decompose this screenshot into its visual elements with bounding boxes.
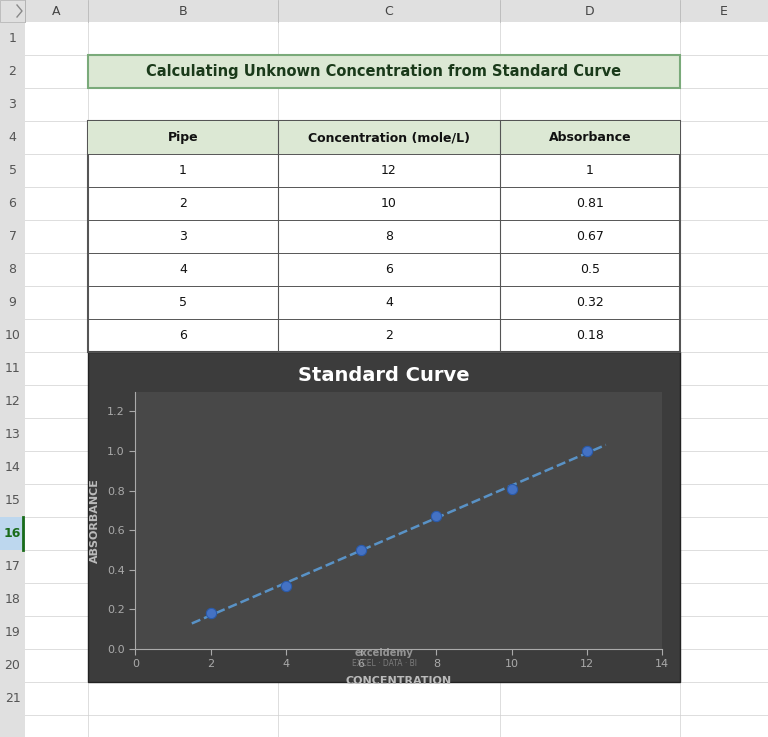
Text: 1: 1 bbox=[8, 32, 16, 45]
Text: 3: 3 bbox=[8, 98, 16, 111]
Point bbox=[204, 607, 217, 619]
Text: 20: 20 bbox=[5, 659, 21, 672]
Text: 4: 4 bbox=[8, 131, 16, 144]
Text: 4: 4 bbox=[179, 263, 187, 276]
Text: 6: 6 bbox=[8, 197, 16, 210]
Text: 3: 3 bbox=[179, 230, 187, 243]
Point bbox=[430, 511, 442, 523]
Text: 10: 10 bbox=[381, 197, 397, 210]
Text: 2: 2 bbox=[8, 65, 16, 78]
Text: A: A bbox=[52, 4, 61, 18]
Text: 0.32: 0.32 bbox=[576, 296, 604, 309]
Text: 12: 12 bbox=[5, 395, 21, 408]
Text: Pipe: Pipe bbox=[167, 131, 198, 144]
FancyBboxPatch shape bbox=[88, 352, 680, 682]
Y-axis label: ABSORBANCE: ABSORBANCE bbox=[91, 478, 101, 563]
Text: 4: 4 bbox=[385, 296, 393, 309]
FancyBboxPatch shape bbox=[88, 55, 680, 88]
Text: exceldemy: exceldemy bbox=[355, 648, 413, 658]
Text: 6: 6 bbox=[385, 263, 393, 276]
Text: 13: 13 bbox=[5, 428, 21, 441]
Text: 9: 9 bbox=[8, 296, 16, 309]
Text: 8: 8 bbox=[8, 263, 16, 276]
Text: C: C bbox=[385, 4, 393, 18]
Point bbox=[505, 483, 518, 495]
Point bbox=[280, 580, 292, 592]
Text: 17: 17 bbox=[5, 560, 21, 573]
Text: 2: 2 bbox=[179, 197, 187, 210]
Text: 5: 5 bbox=[179, 296, 187, 309]
FancyBboxPatch shape bbox=[88, 121, 680, 154]
Text: 18: 18 bbox=[5, 593, 21, 606]
Text: 0.67: 0.67 bbox=[576, 230, 604, 243]
Text: D: D bbox=[585, 4, 594, 18]
Text: 7: 7 bbox=[8, 230, 16, 243]
Text: Standard Curve: Standard Curve bbox=[298, 366, 470, 385]
Text: 5: 5 bbox=[8, 164, 16, 177]
Text: B: B bbox=[179, 4, 187, 18]
Text: 15: 15 bbox=[5, 494, 21, 507]
FancyBboxPatch shape bbox=[25, 22, 768, 737]
Text: 16: 16 bbox=[4, 527, 22, 540]
Text: 19: 19 bbox=[5, 626, 21, 639]
Text: 0.81: 0.81 bbox=[576, 197, 604, 210]
FancyBboxPatch shape bbox=[0, 0, 768, 22]
Text: 14: 14 bbox=[5, 461, 21, 474]
Text: 10: 10 bbox=[5, 329, 21, 342]
Text: 0.18: 0.18 bbox=[576, 329, 604, 342]
Text: EXCEL · DATA · BI: EXCEL · DATA · BI bbox=[352, 660, 416, 668]
Text: 1: 1 bbox=[179, 164, 187, 177]
Text: 11: 11 bbox=[5, 362, 21, 375]
Text: Calculating Unknown Concentration from Standard Curve: Calculating Unknown Concentration from S… bbox=[147, 64, 621, 79]
Text: 6: 6 bbox=[179, 329, 187, 342]
Text: Absorbance: Absorbance bbox=[548, 131, 631, 144]
Text: E: E bbox=[720, 4, 728, 18]
X-axis label: CONCENTRATION: CONCENTRATION bbox=[346, 677, 452, 686]
Text: 21: 21 bbox=[5, 692, 21, 705]
Text: 2: 2 bbox=[385, 329, 393, 342]
Text: 1: 1 bbox=[586, 164, 594, 177]
Text: 0.5: 0.5 bbox=[580, 263, 600, 276]
Text: 8: 8 bbox=[385, 230, 393, 243]
FancyBboxPatch shape bbox=[88, 121, 680, 352]
Point bbox=[355, 544, 367, 556]
Point bbox=[581, 445, 593, 457]
FancyBboxPatch shape bbox=[0, 517, 25, 550]
FancyBboxPatch shape bbox=[0, 0, 25, 22]
Text: Concentration (mole/L): Concentration (mole/L) bbox=[308, 131, 470, 144]
Text: 12: 12 bbox=[381, 164, 397, 177]
FancyBboxPatch shape bbox=[0, 22, 25, 737]
